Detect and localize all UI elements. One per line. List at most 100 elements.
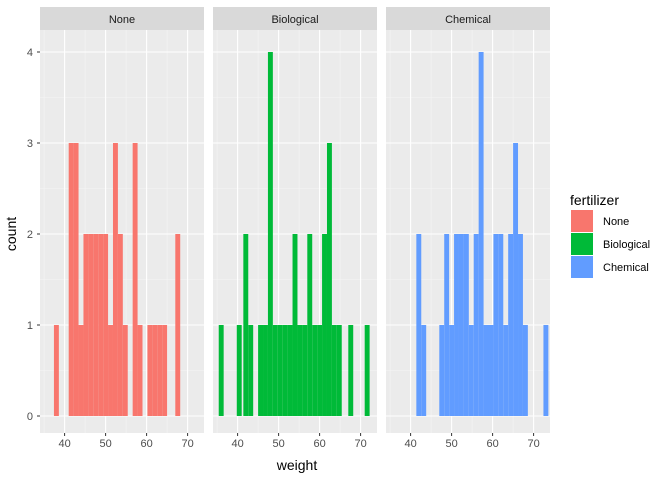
legend-title: fertilizer: [570, 192, 619, 208]
histogram-bar: [454, 234, 459, 416]
histogram-bar: [108, 325, 113, 416]
facet-panel-chemical: Chemical 40 50 60 70: [386, 7, 550, 450]
legend-key-none: [571, 210, 593, 232]
histogram-bar: [522, 325, 528, 416]
histogram-bar: [473, 234, 479, 416]
histogram-bar: [449, 325, 455, 416]
legend: fertilizer None Biological Chemical: [570, 192, 650, 278]
histogram-bar: [336, 325, 342, 416]
histogram-bar: [508, 234, 514, 416]
histogram-bar: [312, 325, 318, 416]
histogram-bar: [162, 325, 168, 416]
legend-key-biological: [571, 233, 593, 255]
x-tick-label: 40: [404, 438, 416, 450]
histogram-bar: [458, 234, 464, 416]
y-axis: 0 1 2 3 4: [27, 47, 40, 423]
histogram-bar: [463, 234, 469, 416]
histogram-bar: [483, 325, 489, 416]
x-tick-label: 70: [181, 438, 193, 450]
histogram-bar: [518, 234, 523, 416]
x-tick-label: 60: [486, 438, 498, 450]
histogram-bar: [421, 325, 427, 416]
histogram-bar: [297, 325, 303, 416]
facet-strip: [213, 7, 377, 30]
facet-strip-label: Chemical: [445, 14, 491, 26]
histogram-bar: [103, 234, 109, 416]
facets: None 40 50 60 70 Biological 40 50 60 70 Chemical 40…: [40, 7, 550, 450]
histogram-bar: [439, 325, 445, 416]
y-tick-label: 1: [27, 320, 33, 332]
histogram-bar: [348, 325, 354, 416]
histogram-bar: [93, 234, 99, 416]
histogram-bar: [53, 325, 59, 416]
histogram-bar: [157, 325, 163, 416]
histogram-bar: [263, 325, 268, 416]
histogram-bar: [287, 325, 293, 416]
x-axis-title: weight: [276, 457, 318, 473]
histogram-bar: [277, 325, 283, 416]
histogram-bar: [503, 325, 509, 416]
histogram-bar: [73, 143, 79, 416]
histogram-bar: [468, 325, 474, 416]
histogram-bar: [248, 325, 254, 416]
y-tick-label: 2: [27, 229, 33, 241]
x-tick-label: 40: [231, 438, 243, 450]
facet-strip: [40, 7, 204, 30]
histogram-bar: [243, 234, 249, 416]
x-tick-label: 50: [445, 438, 457, 450]
histogram-bar: [122, 325, 128, 416]
x-tick-label: 40: [58, 438, 70, 450]
histogram-bar: [282, 325, 288, 416]
legend-key-chemical: [571, 256, 593, 278]
x-tick-label: 50: [272, 438, 284, 450]
x-tick-label: 70: [354, 438, 366, 450]
y-axis-title: count: [3, 217, 19, 251]
facet-panel-none: None 40 50 60 70: [40, 7, 204, 450]
legend-label-biological: Biological: [603, 239, 650, 251]
facet-strip: [386, 7, 550, 30]
y-tick-label: 3: [27, 138, 33, 150]
facet-strip-label: None: [109, 14, 135, 26]
facet-strip-label: Biological: [271, 14, 318, 26]
histogram-bar: [478, 52, 484, 416]
y-tick-label: 0: [27, 411, 33, 423]
histogram-bar: [175, 234, 181, 416]
x-tick-label: 70: [527, 438, 539, 450]
histogram-bar: [258, 325, 264, 416]
histogram-bar: [137, 325, 143, 416]
histogram-bar: [112, 143, 118, 416]
histogram-bar: [498, 234, 504, 416]
histogram-bar: [416, 234, 422, 416]
histogram-bar: [326, 143, 332, 416]
histogram-bar: [98, 234, 104, 416]
histogram-bar: [68, 143, 74, 416]
histogram-bar: [152, 325, 158, 416]
histogram-bar: [292, 234, 298, 416]
histogram-bar: [444, 234, 450, 416]
histogram-bar: [543, 325, 549, 416]
histogram-bar: [78, 325, 84, 416]
x-tick-label: 50: [99, 438, 111, 450]
histogram-bar: [83, 234, 89, 416]
histogram-bar: [117, 234, 123, 416]
facet-panel-biological: Biological 40 50 60 70: [213, 7, 377, 450]
histogram-bar: [331, 325, 337, 416]
histogram-bar: [302, 325, 308, 416]
histogram-bar: [488, 325, 494, 416]
legend-label-chemical: Chemical: [603, 262, 649, 274]
histogram-bar: [513, 143, 519, 416]
histogram-bar: [88, 234, 94, 416]
x-tick-label: 60: [313, 438, 325, 450]
legend-label-none: None: [603, 216, 629, 228]
histogram-bar: [493, 234, 499, 416]
histogram-bar: [322, 234, 327, 416]
histogram-bar: [307, 234, 313, 416]
histogram-bar: [317, 325, 323, 416]
histogram-bar: [272, 325, 278, 416]
x-tick-label: 60: [140, 438, 152, 450]
histogram-bar: [147, 325, 153, 416]
histogram-bar: [236, 325, 242, 416]
histogram-bar: [218, 325, 224, 416]
histogram-bar: [132, 143, 138, 416]
